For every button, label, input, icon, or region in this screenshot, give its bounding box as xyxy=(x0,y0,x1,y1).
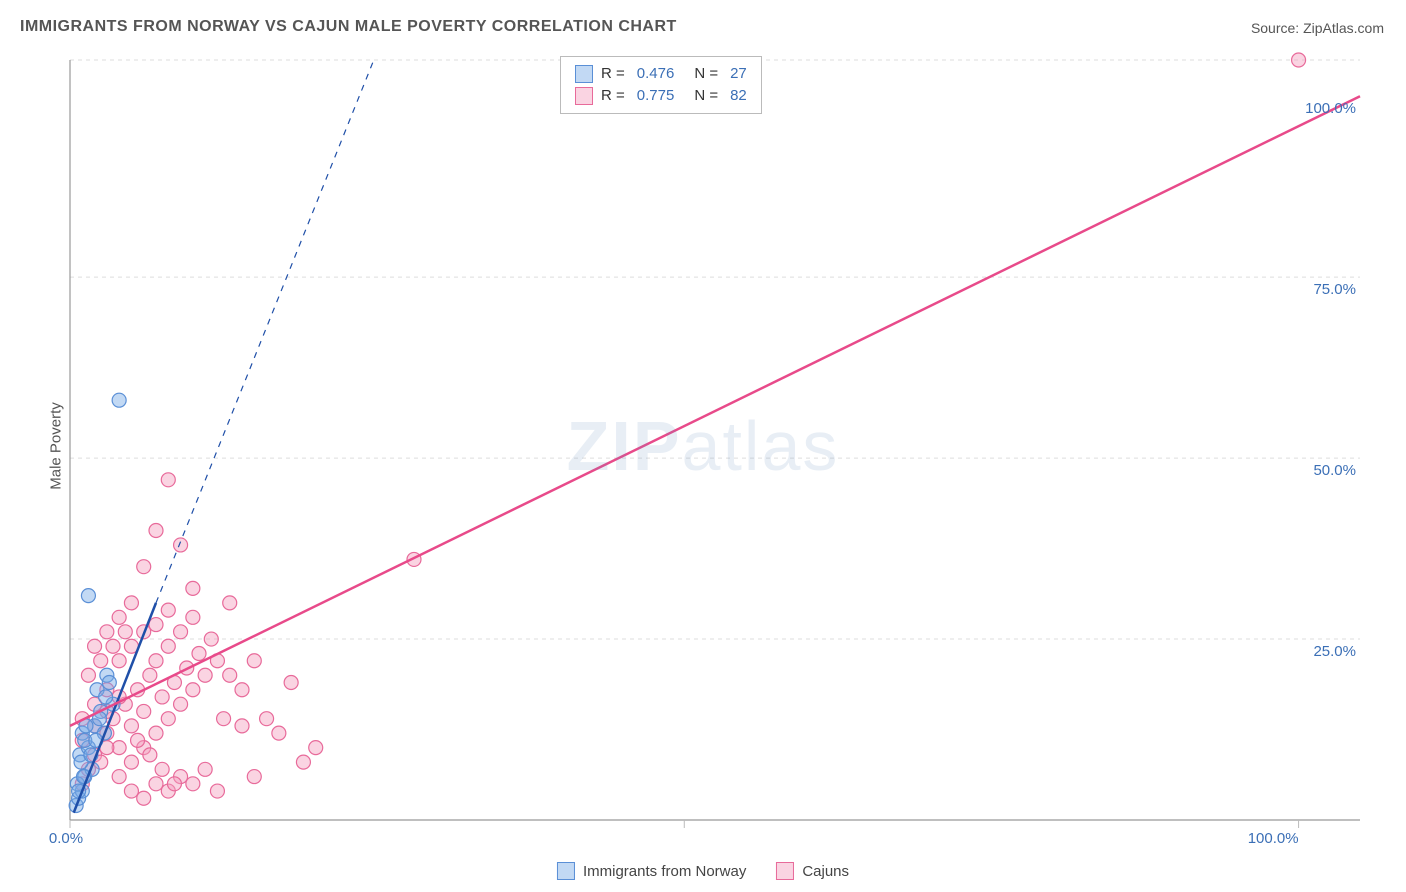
legend-n-value: 82 xyxy=(730,85,747,107)
source-label: Source: xyxy=(1251,20,1299,36)
series-legend-item: Immigrants from Norway xyxy=(557,862,746,880)
series-legend-label: Cajuns xyxy=(802,863,849,880)
legend-row: R = 0.775 N = 82 xyxy=(575,85,747,107)
legend-swatch xyxy=(575,87,593,105)
legend-n-label: N = xyxy=(694,63,718,85)
series-legend-label: Immigrants from Norway xyxy=(583,863,746,880)
series-legend-item: Cajuns xyxy=(776,862,849,880)
legend-r-label: R = xyxy=(601,85,625,107)
legend-r-value: 0.775 xyxy=(637,85,675,107)
axis-tick-label: 100.0% xyxy=(1305,100,1356,117)
legend-swatch xyxy=(575,65,593,83)
series-legend: Immigrants from Norway Cajuns xyxy=(557,862,849,880)
legend-r-value: 0.476 xyxy=(637,63,675,85)
legend-n-label: N = xyxy=(694,85,718,107)
legend-r-label: R = xyxy=(601,63,625,85)
legend-swatch xyxy=(776,862,794,880)
legend-swatch xyxy=(557,862,575,880)
source-attribution: Source: ZipAtlas.com xyxy=(1251,20,1384,36)
axis-tick-label: 50.0% xyxy=(1313,462,1356,479)
legend-row: R = 0.476 N = 27 xyxy=(575,63,747,85)
axis-tick-label: 0.0% xyxy=(49,830,83,847)
axis-tick-label: 100.0% xyxy=(1248,830,1299,847)
legend-n-value: 27 xyxy=(730,63,747,85)
chart-title: IMMIGRANTS FROM NORWAY VS CAJUN MALE POV… xyxy=(20,18,677,36)
axis-tick-label: 75.0% xyxy=(1313,281,1356,298)
correlation-scatter-chart xyxy=(50,50,1380,860)
source-value: ZipAtlas.com xyxy=(1303,20,1384,36)
axis-tick-label: 25.0% xyxy=(1313,643,1356,660)
correlation-legend: R = 0.476 N = 27 R = 0.775 N = 82 xyxy=(560,56,762,114)
